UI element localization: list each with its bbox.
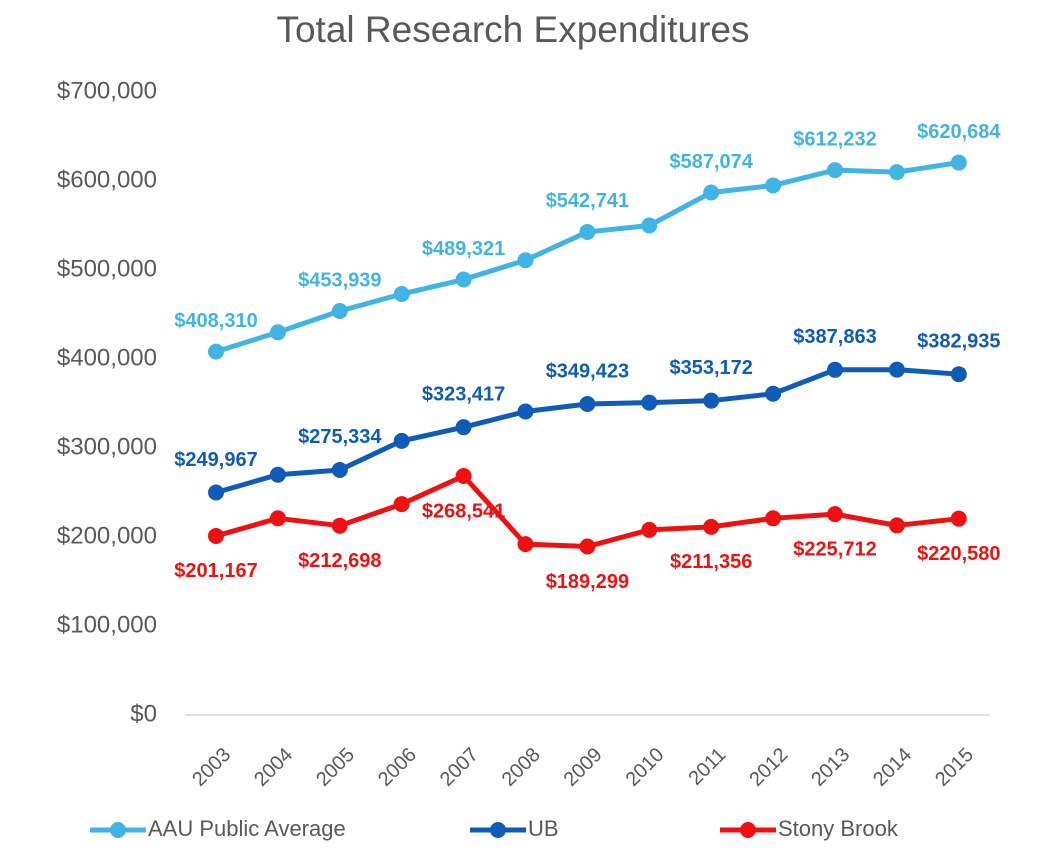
x-tick-label: 2008 — [498, 744, 545, 791]
data-label: $542,741 — [546, 190, 629, 212]
data-label: $612,232 — [793, 128, 876, 150]
data-label: $268,541 — [422, 500, 505, 522]
data-point — [827, 506, 843, 523]
data-label: $211,356 — [670, 551, 752, 573]
data-label: $587,074 — [669, 151, 753, 173]
x-tick-label: 2007 — [436, 744, 483, 791]
data-point — [517, 536, 534, 553]
data-label: $189,299 — [546, 571, 629, 593]
data-point — [579, 538, 596, 555]
data-point — [579, 223, 596, 240]
data-label: $349,423 — [546, 360, 629, 382]
data-label: $323,417 — [422, 383, 505, 405]
y-tick-label: $300,000 — [57, 433, 157, 460]
data-point — [331, 517, 348, 534]
data-label: $220,580 — [917, 543, 1000, 565]
data-point — [269, 510, 286, 527]
data-label: $201,167 — [174, 560, 257, 582]
x-tick-label: 2009 — [560, 744, 607, 791]
legend-marker — [110, 822, 126, 838]
data-point — [888, 517, 905, 534]
data-label: $453,939 — [298, 269, 381, 291]
data-label: $225,712 — [793, 538, 876, 560]
data-label: $382,935 — [917, 330, 1000, 352]
legend-marker — [490, 822, 506, 838]
data-point — [455, 271, 472, 288]
data-point — [208, 343, 224, 360]
data-point — [703, 184, 720, 201]
data-point — [641, 394, 658, 411]
y-tick-label: $400,000 — [57, 344, 157, 371]
y-tick-label: $700,000 — [57, 77, 157, 104]
data-point — [827, 361, 843, 378]
data-label: $408,310 — [174, 310, 257, 332]
series-line — [215, 473, 960, 550]
data-point — [641, 521, 658, 538]
data-label: $353,172 — [669, 357, 752, 379]
y-tick-label: $600,000 — [57, 166, 157, 193]
data-point — [269, 324, 286, 341]
data-point — [950, 510, 967, 527]
x-tick-label: 2005 — [312, 744, 359, 791]
data-point — [208, 527, 224, 544]
x-tick-label: 2006 — [374, 744, 421, 791]
chart-title: Total Research Expenditures — [276, 9, 749, 50]
data-point — [765, 510, 782, 527]
data-point — [331, 302, 348, 319]
y-tick-label: $0 — [130, 700, 157, 727]
x-tick-label: 2003 — [188, 744, 235, 791]
data-point — [703, 392, 720, 409]
y-tick-label: $500,000 — [57, 255, 157, 282]
data-point — [455, 419, 472, 436]
y-tick-label: $200,000 — [57, 522, 157, 549]
x-tick-label: 2014 — [869, 744, 916, 791]
data-label: $249,967 — [174, 449, 257, 471]
data-point — [765, 177, 782, 194]
data-point — [888, 164, 905, 181]
data-point — [950, 154, 967, 171]
data-point — [393, 432, 410, 449]
legend-label: AAU Public Average — [148, 816, 346, 841]
data-label: $212,698 — [298, 550, 381, 572]
data-point — [517, 403, 534, 420]
data-point — [888, 361, 905, 378]
data-label: $620,684 — [917, 121, 1001, 143]
data-point — [641, 217, 658, 234]
y-tick-label: $100,000 — [57, 611, 157, 638]
x-tick-label: 2013 — [807, 744, 854, 791]
x-tick-label: 2012 — [745, 744, 792, 791]
data-point — [393, 496, 410, 513]
data-point — [579, 396, 596, 413]
data-label: $489,321 — [422, 238, 505, 260]
data-point — [331, 461, 348, 478]
x-tick-label: 2011 — [684, 744, 730, 790]
legend-label: UB — [528, 816, 559, 841]
data-point — [703, 518, 720, 535]
data-point — [827, 162, 843, 179]
x-tick-label: 2015 — [931, 744, 978, 791]
data-point — [269, 466, 286, 483]
data-point — [950, 366, 967, 383]
legend-label: Stony Brook — [778, 816, 899, 841]
data-label: $275,334 — [298, 426, 382, 448]
data-point — [765, 385, 782, 402]
data-point — [393, 286, 410, 303]
data-point — [517, 252, 534, 269]
x-tick-label: 2010 — [622, 744, 669, 791]
data-label: $387,863 — [793, 326, 876, 348]
legend-marker — [740, 822, 756, 838]
x-tick-label: 2004 — [250, 744, 297, 791]
data-point — [455, 467, 472, 484]
data-point — [208, 484, 224, 501]
